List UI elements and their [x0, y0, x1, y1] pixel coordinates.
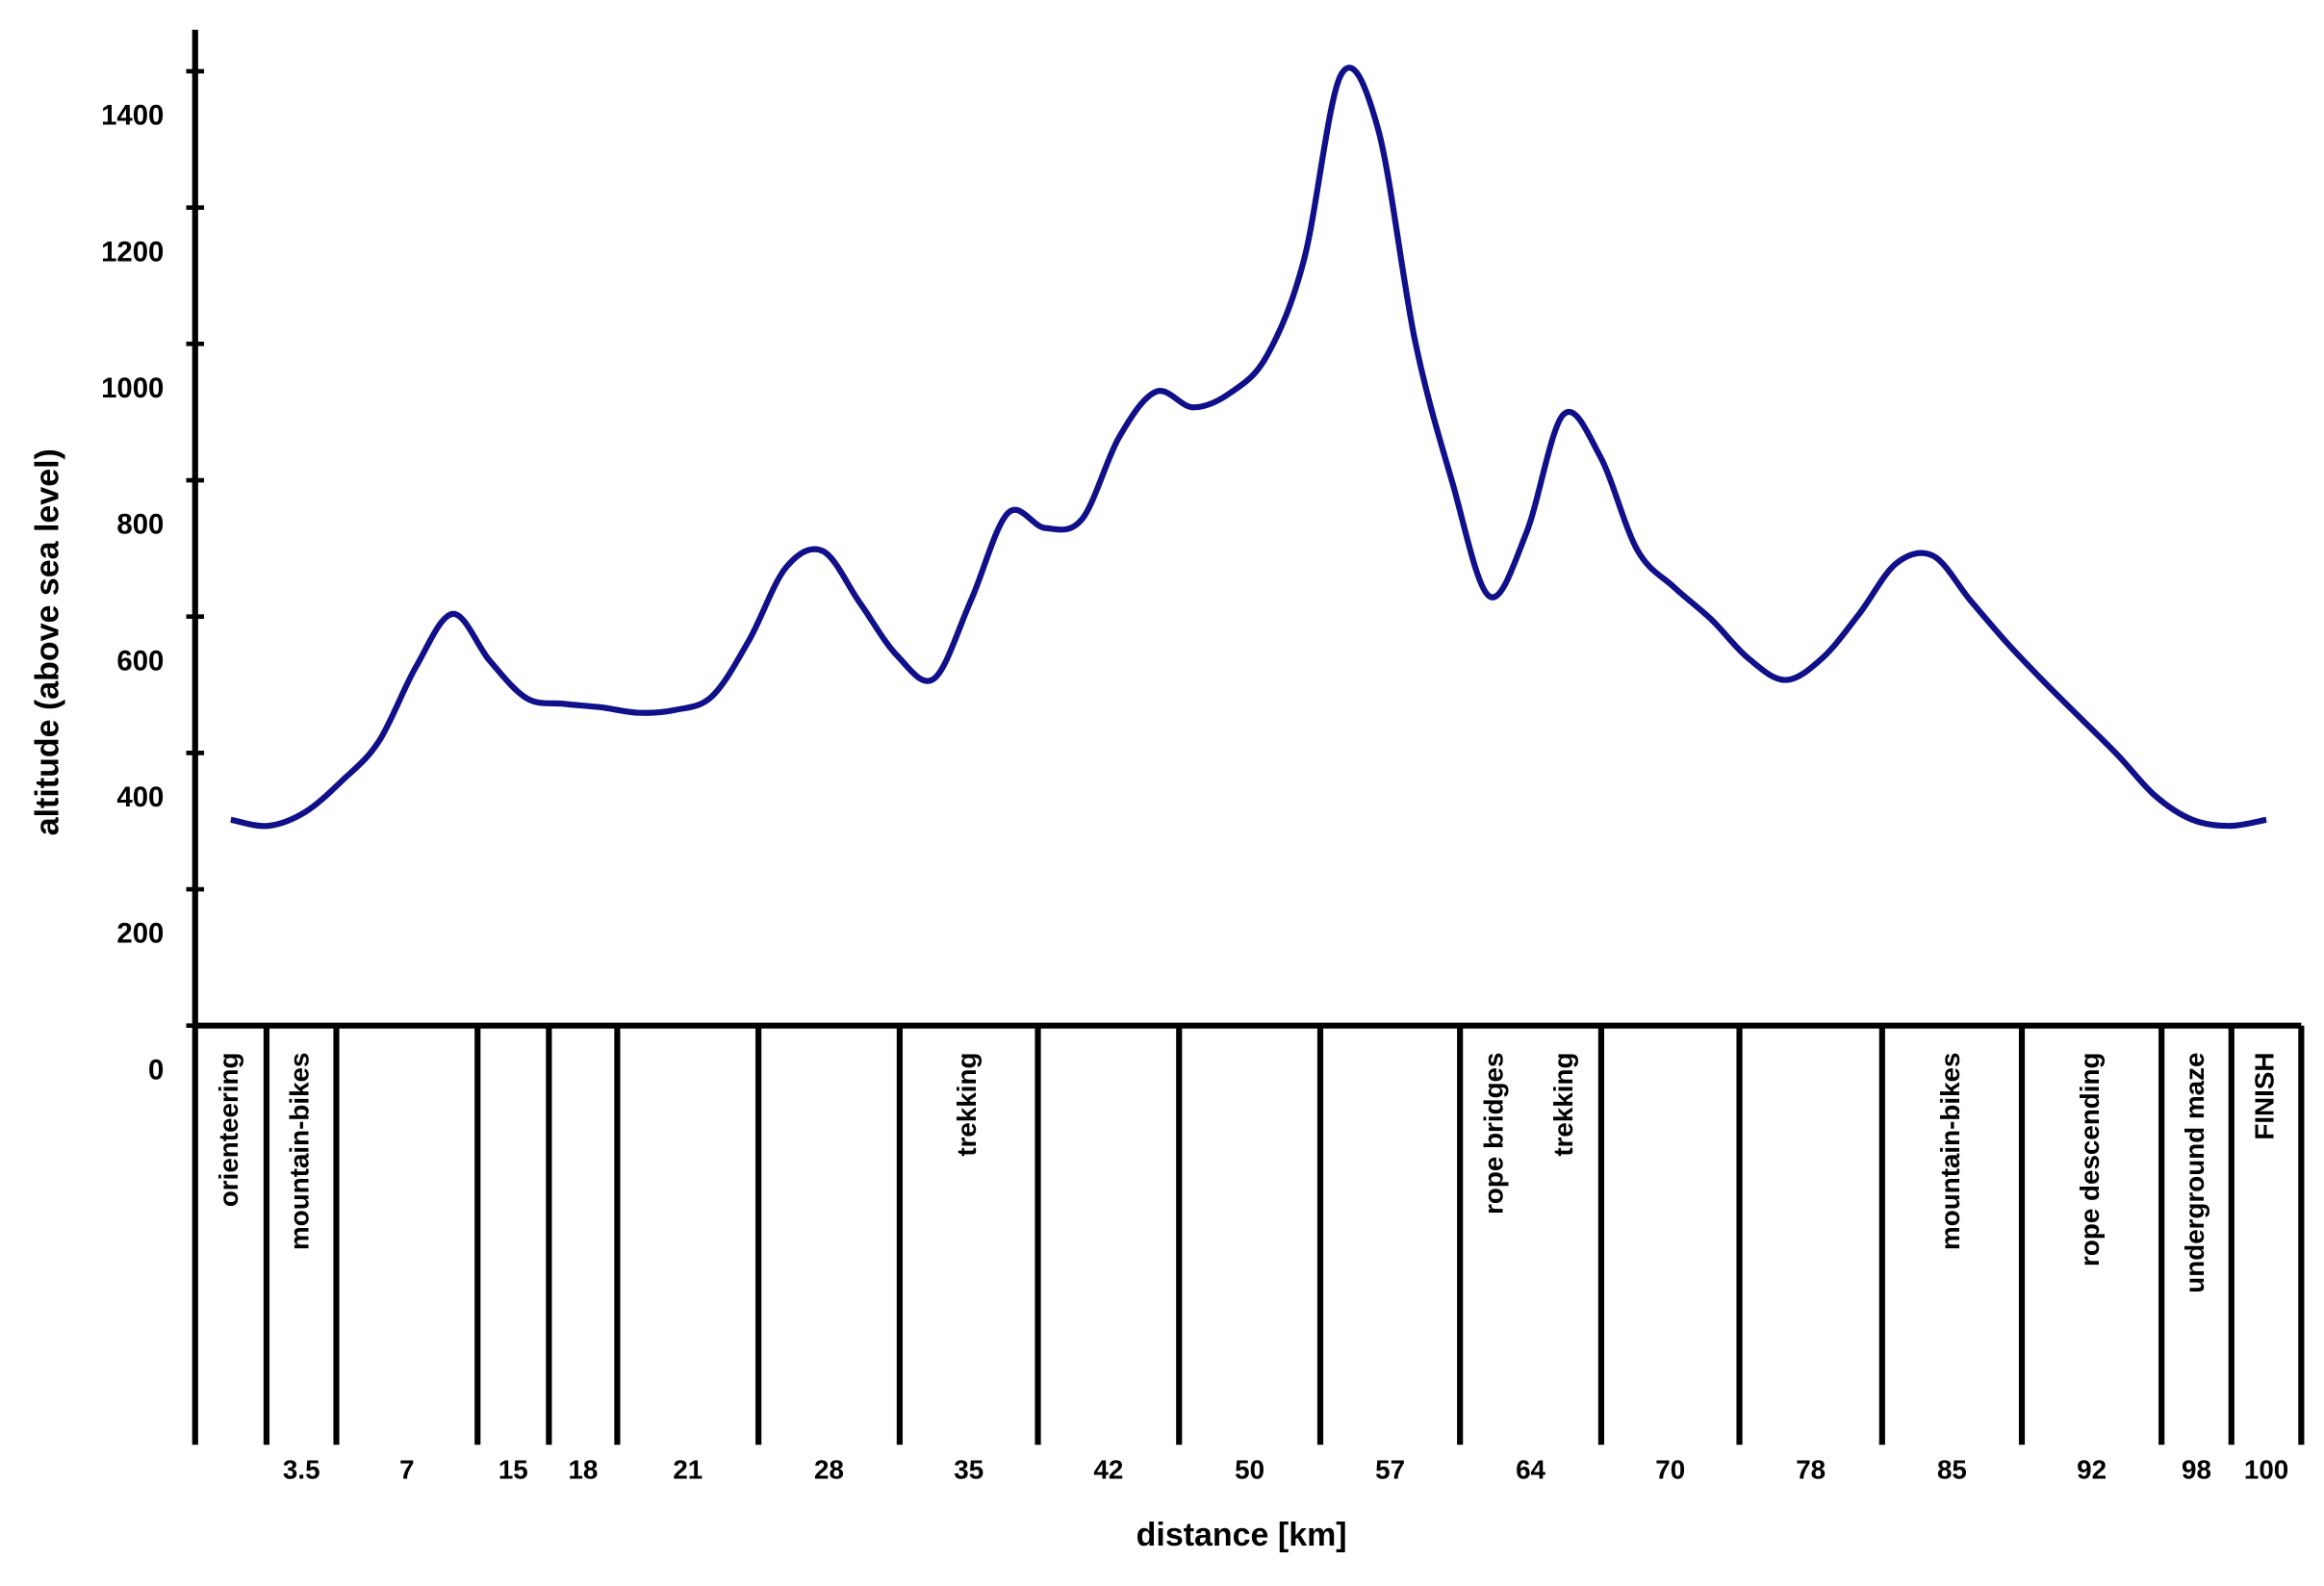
- y-tick-label: 600: [116, 645, 164, 677]
- y-tick-label: 1000: [101, 372, 164, 404]
- x-tick-label: 21: [673, 1454, 702, 1484]
- x-tick-label: 98: [2182, 1454, 2211, 1484]
- x-tick-label: 18: [568, 1454, 598, 1484]
- y-tick-label: 1200: [101, 236, 164, 268]
- x-tick-label: 28: [814, 1454, 844, 1484]
- x-tick-label: 35: [954, 1454, 983, 1484]
- y-tick-label: 400: [116, 781, 164, 813]
- activity-label: trekking: [952, 1053, 982, 1157]
- x-tick-label: 3.5: [283, 1454, 320, 1484]
- x-axis-title: distance [km]: [1136, 1517, 1347, 1553]
- activity-label: rope descending: [2075, 1053, 2105, 1266]
- y-tick-label: 200: [116, 918, 164, 950]
- x-tick-label: 57: [1375, 1454, 1405, 1484]
- y-tick-label: 800: [116, 509, 164, 541]
- x-tick-label: 92: [2077, 1454, 2107, 1484]
- altitude-line: [230, 64, 2267, 830]
- x-tick-label: 42: [1093, 1454, 1123, 1484]
- activity-label: underground maze: [2180, 1053, 2209, 1293]
- x-tick-label: 70: [1655, 1454, 1685, 1484]
- x-tick-label: 85: [1937, 1454, 1967, 1484]
- x-tick-label: 64: [1516, 1454, 1545, 1484]
- x-tick-label: 7: [399, 1454, 414, 1484]
- activity-label: orienteering: [214, 1053, 243, 1208]
- x-tick-label: 100: [2244, 1454, 2288, 1484]
- x-tick-label: 78: [1796, 1454, 1826, 1484]
- activity-label: mountain-bikes: [285, 1053, 315, 1250]
- y-tick-label: 1400: [101, 100, 164, 132]
- y-axis-title: altitude (above sea level): [29, 448, 65, 835]
- x-tick-label: 50: [1235, 1454, 1264, 1484]
- y-tick-label: 0: [148, 1054, 164, 1086]
- activity-label: trekking: [1548, 1053, 1578, 1157]
- x-tick-label: 15: [498, 1454, 528, 1484]
- activity-label: mountain-bikes: [1935, 1053, 1965, 1250]
- activity-label: rope bridges: [1479, 1053, 1509, 1215]
- activity-label: FINISH: [2249, 1053, 2279, 1140]
